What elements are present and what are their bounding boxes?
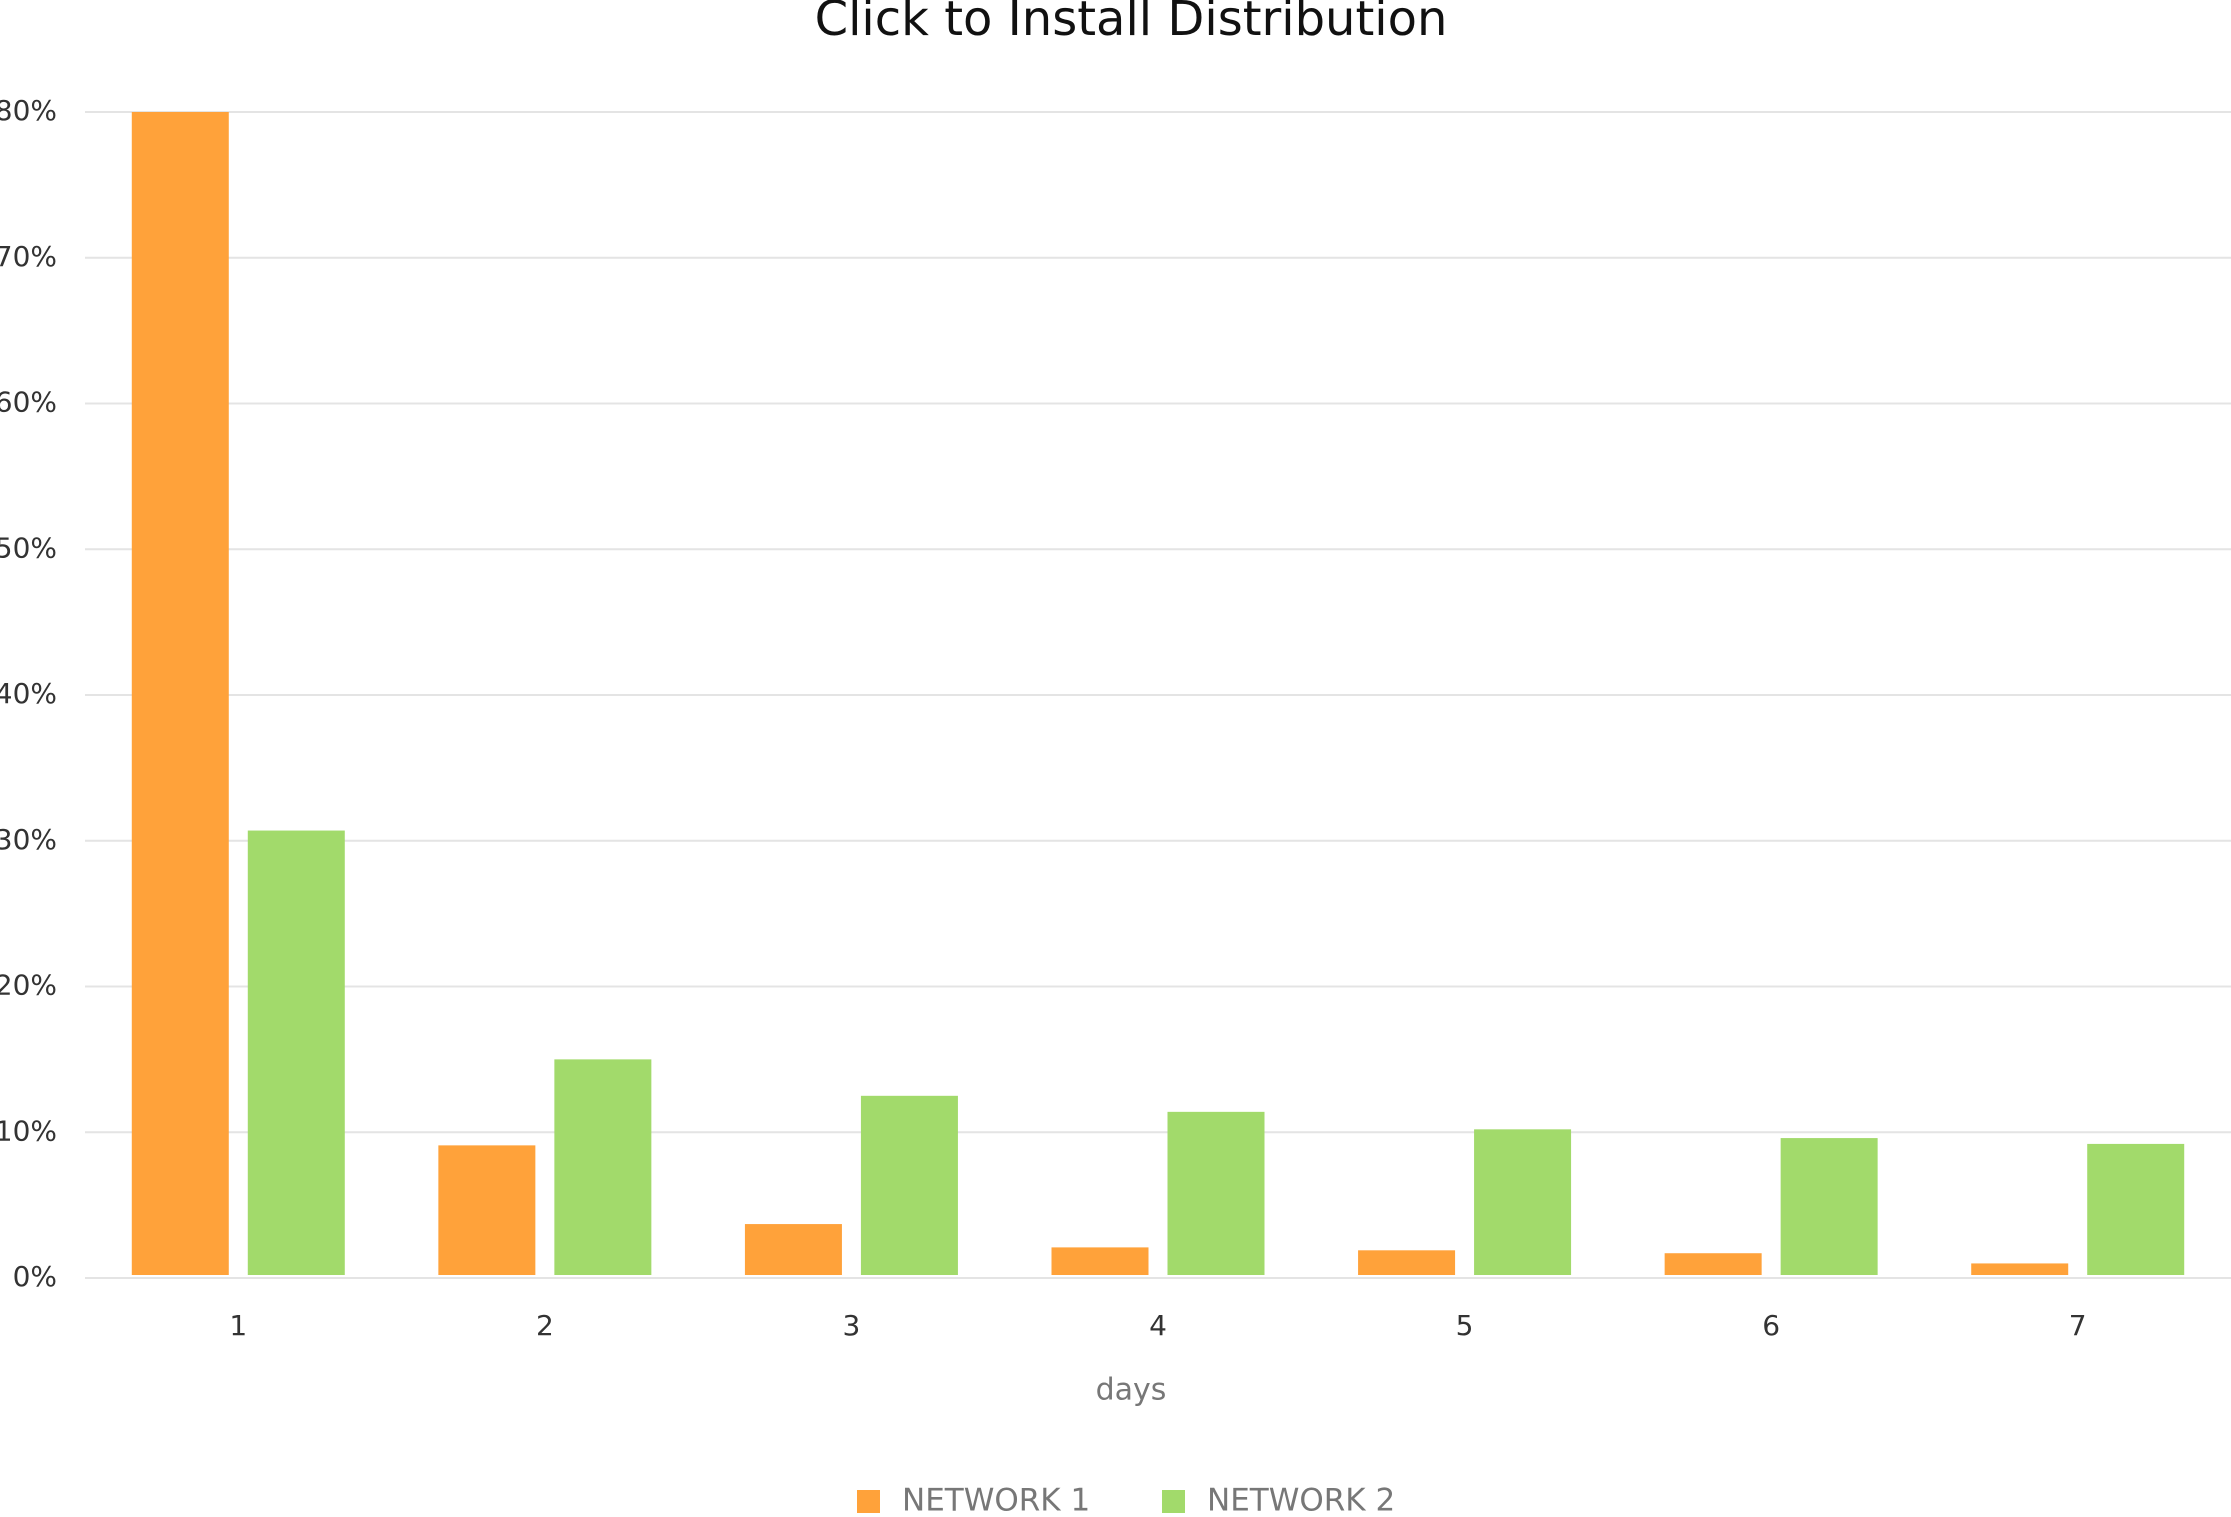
x-tick-label: 2 bbox=[536, 1309, 554, 1342]
legend-label: NETWORK 1 bbox=[902, 1483, 1090, 1517]
y-tick-label: 80% bbox=[0, 94, 57, 127]
bar bbox=[1358, 1250, 1456, 1275]
legend-label: NETWORK 2 bbox=[1207, 1483, 1395, 1517]
bar bbox=[1051, 1247, 1149, 1275]
y-tick-label: 30% bbox=[0, 823, 57, 856]
y-tick-label: 10% bbox=[0, 1114, 57, 1147]
legend-swatch bbox=[857, 1490, 880, 1513]
y-tick-label: 0% bbox=[13, 1260, 57, 1293]
x-axis-label: days bbox=[1096, 1373, 1167, 1408]
x-tick-label: 3 bbox=[843, 1309, 861, 1342]
chart-title: Click to Install Distribution bbox=[815, 0, 1448, 47]
bar bbox=[131, 112, 229, 1275]
y-tick-label: 60% bbox=[0, 386, 57, 419]
bar bbox=[247, 830, 345, 1275]
bar bbox=[1664, 1253, 1762, 1275]
x-tick-label: 7 bbox=[2069, 1309, 2087, 1342]
y-tick-label: 50% bbox=[0, 531, 57, 564]
x-tick-label: 4 bbox=[1149, 1309, 1167, 1342]
bar bbox=[1971, 1263, 2069, 1275]
x-tick-label: 6 bbox=[1762, 1309, 1780, 1342]
bar bbox=[2087, 1143, 2185, 1275]
bar bbox=[1780, 1138, 1878, 1275]
bar bbox=[1474, 1129, 1572, 1275]
bar bbox=[554, 1059, 652, 1275]
bar bbox=[1167, 1111, 1265, 1275]
y-tick-label: 70% bbox=[0, 240, 57, 273]
bar bbox=[860, 1095, 958, 1275]
bar bbox=[438, 1145, 536, 1275]
y-tick-label: 20% bbox=[0, 969, 57, 1002]
bar bbox=[744, 1224, 842, 1275]
y-tick-label: 40% bbox=[0, 677, 57, 710]
x-tick-label: 5 bbox=[1456, 1309, 1474, 1342]
x-tick-label: 1 bbox=[229, 1309, 247, 1342]
legend-swatch bbox=[1162, 1490, 1185, 1513]
